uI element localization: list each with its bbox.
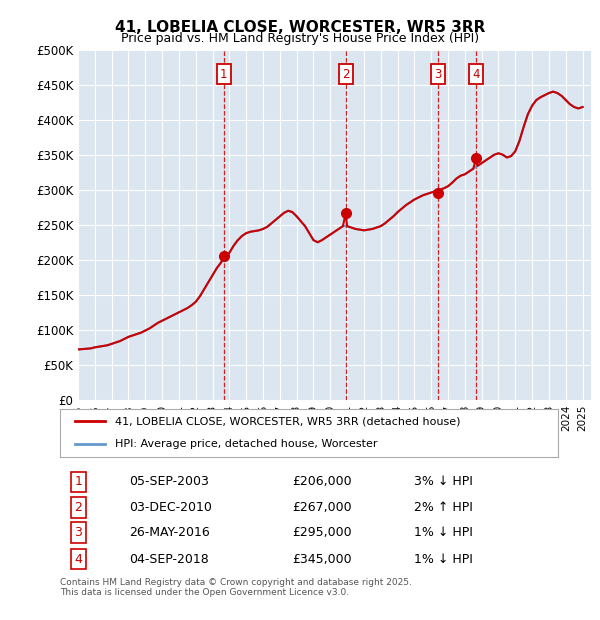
Text: £206,000: £206,000 bbox=[292, 476, 352, 489]
Text: 3% ↓ HPI: 3% ↓ HPI bbox=[414, 476, 473, 489]
Text: 4: 4 bbox=[74, 552, 82, 565]
Text: £345,000: £345,000 bbox=[292, 552, 352, 565]
Text: 1% ↓ HPI: 1% ↓ HPI bbox=[414, 552, 473, 565]
Text: 2: 2 bbox=[74, 501, 82, 514]
Text: 41, LOBELIA CLOSE, WORCESTER, WR5 3RR: 41, LOBELIA CLOSE, WORCESTER, WR5 3RR bbox=[115, 20, 485, 35]
Text: £295,000: £295,000 bbox=[292, 526, 352, 539]
Text: 1% ↓ HPI: 1% ↓ HPI bbox=[414, 526, 473, 539]
Text: 4: 4 bbox=[472, 68, 480, 81]
Text: £267,000: £267,000 bbox=[292, 501, 352, 514]
Text: 05-SEP-2003: 05-SEP-2003 bbox=[128, 476, 209, 489]
Text: Contains HM Land Registry data © Crown copyright and database right 2025.
This d: Contains HM Land Registry data © Crown c… bbox=[60, 578, 412, 597]
Text: 04-SEP-2018: 04-SEP-2018 bbox=[128, 552, 208, 565]
Text: 1: 1 bbox=[220, 68, 227, 81]
Text: 2% ↑ HPI: 2% ↑ HPI bbox=[414, 501, 473, 514]
Text: 2: 2 bbox=[342, 68, 350, 81]
Text: 03-DEC-2010: 03-DEC-2010 bbox=[128, 501, 212, 514]
Text: 41, LOBELIA CLOSE, WORCESTER, WR5 3RR (detached house): 41, LOBELIA CLOSE, WORCESTER, WR5 3RR (d… bbox=[115, 416, 460, 426]
Text: Price paid vs. HM Land Registry's House Price Index (HPI): Price paid vs. HM Land Registry's House … bbox=[121, 32, 479, 45]
Text: 3: 3 bbox=[74, 526, 82, 539]
Text: 3: 3 bbox=[434, 68, 442, 81]
Text: HPI: Average price, detached house, Worcester: HPI: Average price, detached house, Worc… bbox=[115, 440, 377, 450]
Text: 26-MAY-2016: 26-MAY-2016 bbox=[128, 526, 209, 539]
Text: 1: 1 bbox=[74, 476, 82, 489]
